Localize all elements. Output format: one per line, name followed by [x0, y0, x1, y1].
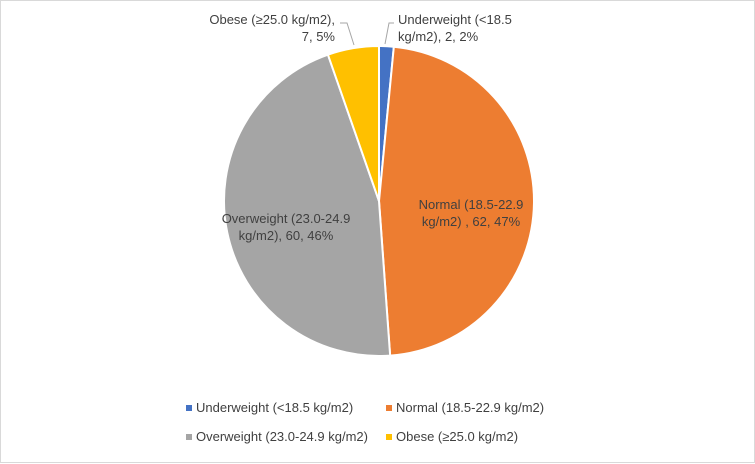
data-label-obese: Obese (≥25.0 kg/m2), 7, 5%: [209, 12, 335, 44]
legend-label-obese: Obese (≥25.0 kg/m2): [396, 429, 518, 444]
data-label-underweight: Underweight (<18.5 kg/m2), 2, 2%: [398, 12, 512, 44]
legend-label-normal: Normal (18.5-22.9 kg/m2): [396, 400, 544, 415]
legend-item-normal: Normal (18.5-22.9 kg/m2): [386, 400, 544, 415]
pie-slice-normal: [377, 45, 535, 357]
legend-item-overweight: Overweight (23.0-24.9 kg/m2): [186, 429, 368, 444]
pie-slice-overweight: [223, 53, 392, 357]
legend-item-obese: Obese (≥25.0 kg/m2): [386, 429, 518, 444]
data-label-overweight: Overweight (23.0-24.9 kg/m2), 60, 46%: [222, 211, 351, 243]
leader-line-underweight: [384, 22, 394, 45]
legend-label-overweight: Overweight (23.0-24.9 kg/m2): [196, 429, 368, 444]
leader-lines: [340, 22, 394, 46]
legend-swatch-overweight: [186, 434, 192, 440]
data-labels: Underweight (<18.5 kg/m2), 2, 2% Normal (1…: [209, 12, 523, 243]
pie-slice-obese: [326, 44, 380, 202]
legend-swatch-underweight: [186, 405, 192, 411]
legend-item-underweight: Underweight (<18.5 kg/m2): [186, 400, 353, 415]
legend-swatch-obese: [386, 434, 392, 440]
data-label-normal: Normal (18.5-22.9 kg/m2) , 62, 47%: [419, 197, 524, 229]
leader-line-obese: [340, 22, 355, 46]
pie-slices: [223, 44, 535, 357]
legend: Underweight (<18.5 kg/m2) Normal (18.5-22…: [186, 400, 544, 444]
legend-swatch-normal: [386, 405, 392, 411]
legend-label-underweight: Underweight (<18.5 kg/m2): [196, 400, 353, 415]
